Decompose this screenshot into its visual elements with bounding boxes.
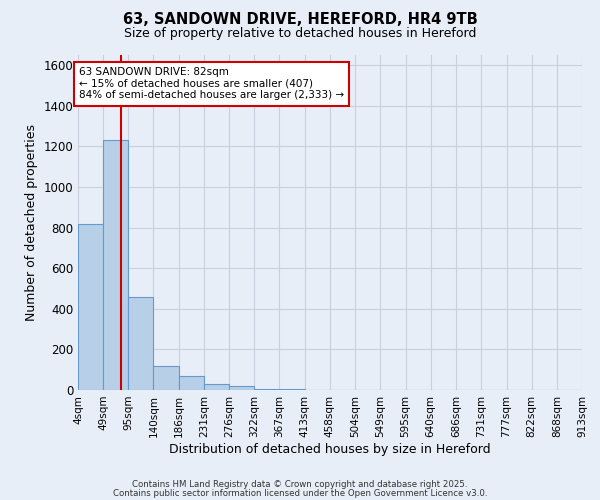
- Bar: [254, 389, 279, 390]
- Bar: [128, 296, 154, 390]
- Text: Contains HM Land Registry data © Crown copyright and database right 2025.: Contains HM Land Registry data © Crown c…: [132, 480, 468, 489]
- Text: 63, SANDOWN DRIVE, HEREFORD, HR4 9TB: 63, SANDOWN DRIVE, HEREFORD, HR4 9TB: [122, 12, 478, 28]
- Bar: [179, 376, 204, 390]
- Text: Size of property relative to detached houses in Hereford: Size of property relative to detached ho…: [124, 28, 476, 40]
- Y-axis label: Number of detached properties: Number of detached properties: [25, 124, 38, 321]
- Bar: [204, 384, 229, 390]
- Bar: [78, 224, 103, 390]
- X-axis label: Distribution of detached houses by size in Hereford: Distribution of detached houses by size …: [169, 442, 491, 456]
- Bar: [229, 386, 254, 390]
- Text: 63 SANDOWN DRIVE: 82sqm
← 15% of detached houses are smaller (407)
84% of semi-d: 63 SANDOWN DRIVE: 82sqm ← 15% of detache…: [79, 67, 344, 100]
- Bar: [103, 140, 128, 390]
- Bar: [154, 366, 179, 390]
- Text: Contains public sector information licensed under the Open Government Licence v3: Contains public sector information licen…: [113, 488, 487, 498]
